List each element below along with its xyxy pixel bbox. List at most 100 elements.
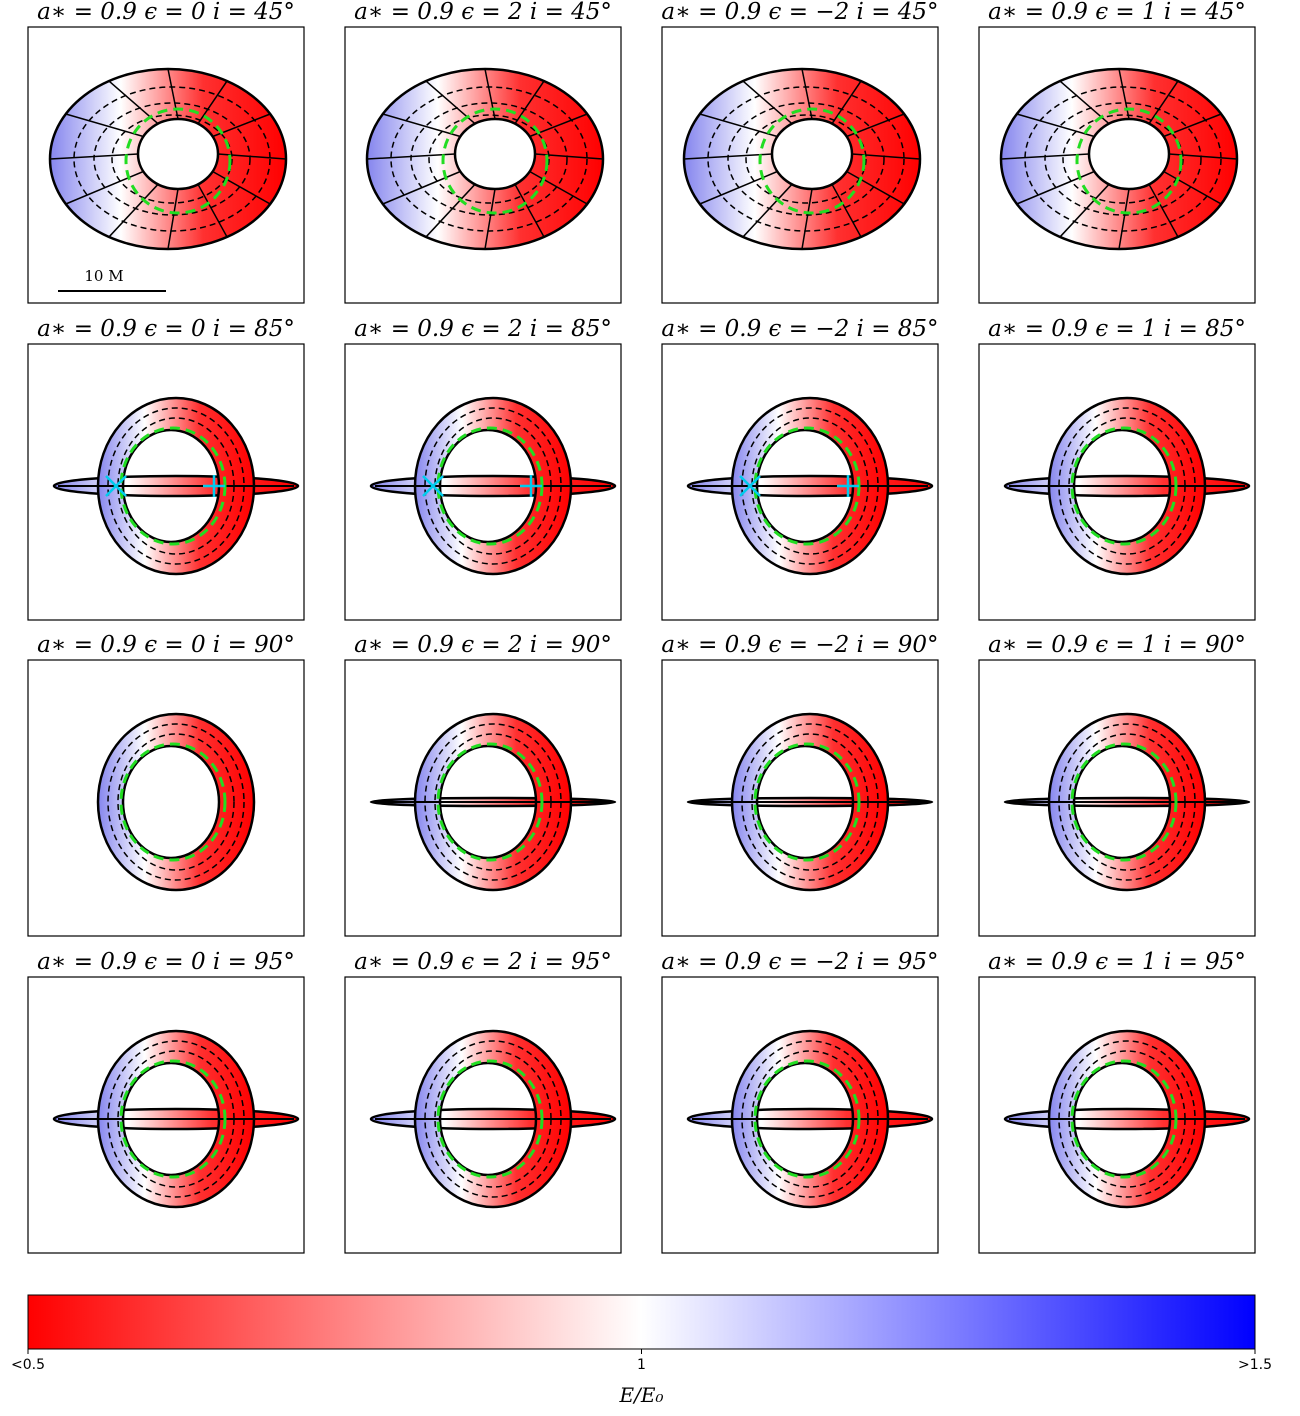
- radial-line: [382, 113, 461, 138]
- panel-title: a∗ = 0.9 ϵ = −2 i = 95°: [661, 949, 938, 975]
- radial-line: [1016, 170, 1095, 205]
- cross-marker: [739, 475, 761, 497]
- panel: [661, 976, 939, 1254]
- radial-line: [851, 153, 921, 160]
- radial-line: [699, 113, 778, 138]
- plus-marker: [203, 475, 225, 497]
- radial-line: [167, 188, 179, 250]
- dashed-orbit: [410, 102, 568, 216]
- radial-line: [683, 153, 773, 160]
- radial-line: [217, 153, 287, 160]
- radial-line: [65, 113, 144, 138]
- panel-title: a∗ = 0.9 ϵ = −2 i = 45°: [661, 0, 938, 25]
- radial-line: [212, 170, 271, 205]
- panel-title: a∗ = 0.9 ϵ = −2 i = 85°: [661, 316, 938, 342]
- panel-title: a∗ = 0.9 ϵ = 0 i = 95°: [37, 949, 295, 975]
- radial-line: [382, 170, 461, 205]
- radial-line: [1168, 153, 1238, 160]
- radial-line: [534, 153, 604, 160]
- panel: [344, 26, 622, 304]
- radial-line: [366, 153, 456, 160]
- radial-line: [846, 170, 905, 205]
- radial-line: [831, 80, 862, 125]
- radial-line: [1118, 68, 1130, 120]
- colorbar: [27, 1294, 1256, 1350]
- radial-line: [742, 183, 793, 238]
- panel-title: a∗ = 0.9 ϵ = 2 i = 45°: [354, 0, 612, 25]
- panel: [978, 26, 1256, 304]
- panel: [344, 659, 622, 937]
- scale-bar-label: 10 M: [84, 267, 123, 285]
- isco-ring: [436, 1059, 544, 1179]
- colorbar-tick-label: <0.5: [11, 1357, 45, 1373]
- radial-line: [167, 68, 179, 120]
- panel: [27, 659, 305, 937]
- panel: [978, 659, 1256, 937]
- panel-frame: [27, 659, 305, 937]
- panel: [661, 26, 939, 304]
- radial-line: [49, 153, 139, 160]
- dashed-orbit: [111, 114, 233, 204]
- radial-line: [65, 170, 144, 205]
- radial-line: [197, 183, 228, 238]
- panel-title: a∗ = 0.9 ϵ = 1 i = 85°: [988, 316, 1246, 342]
- panel-title: a∗ = 0.9 ϵ = 2 i = 90°: [354, 632, 612, 658]
- radial-line: [1148, 183, 1179, 238]
- panel-title: a∗ = 0.9 ϵ = 1 i = 90°: [988, 632, 1246, 658]
- colorbar-tick-label: >1.5: [1238, 1357, 1272, 1373]
- panel: [661, 659, 939, 937]
- dashed-orbit: [1044, 102, 1202, 216]
- radial-line: [699, 170, 778, 205]
- radial-line: [1000, 153, 1090, 160]
- radial-line: [1059, 183, 1110, 238]
- radial-line: [801, 188, 813, 250]
- panel-title: a∗ = 0.9 ϵ = 2 i = 95°: [354, 949, 612, 975]
- panel-title: a∗ = 0.9 ϵ = 1 i = 95°: [988, 949, 1246, 975]
- disk-image: [96, 712, 256, 892]
- panel: [344, 976, 622, 1254]
- dashed-orbit: [117, 733, 235, 871]
- radial-line: [831, 183, 862, 238]
- plus-marker: [520, 475, 542, 497]
- radial-line: [514, 80, 545, 125]
- plus-marker: [837, 475, 859, 497]
- dashed-orbit: [745, 114, 867, 204]
- dashed-orbit: [1062, 114, 1184, 204]
- panel-title: a∗ = 0.9 ϵ = −2 i = 90°: [661, 632, 938, 658]
- panel-title: a∗ = 0.9 ϵ = 2 i = 85°: [354, 316, 612, 342]
- isco-ring: [1075, 107, 1183, 215]
- isco-ring: [1070, 426, 1178, 546]
- isco-ring: [441, 107, 549, 215]
- isco-ring: [436, 742, 544, 862]
- panel: [978, 976, 1256, 1254]
- dashed-orbit: [107, 723, 245, 881]
- cross-marker: [422, 475, 444, 497]
- isco-ring: [119, 1059, 227, 1179]
- radial-line: [108, 183, 159, 238]
- panel: [661, 343, 939, 621]
- radial-line: [514, 183, 545, 238]
- cross-marker: [105, 475, 127, 497]
- panel: [27, 343, 305, 621]
- panel: [27, 26, 305, 304]
- colorbar-label: E/E₀: [619, 1383, 664, 1407]
- panel: [978, 343, 1256, 621]
- isco-ring: [753, 742, 861, 862]
- radial-line: [197, 80, 228, 125]
- radial-line: [1148, 80, 1179, 125]
- isco-ring: [758, 107, 866, 215]
- isco-ring: [753, 1059, 861, 1179]
- panel-title: a∗ = 0.9 ϵ = 0 i = 90°: [37, 632, 295, 658]
- panel-title: a∗ = 0.9 ϵ = 1 i = 45°: [988, 0, 1246, 25]
- dashed-orbit: [93, 102, 251, 216]
- radial-line: [425, 183, 476, 238]
- panel-title: a∗ = 0.9 ϵ = 0 i = 85°: [37, 316, 295, 342]
- radial-line: [529, 170, 588, 205]
- panel: [27, 976, 305, 1254]
- radial-line: [1163, 170, 1222, 205]
- panel-title: a∗ = 0.9 ϵ = 0 i = 45°: [37, 0, 295, 25]
- isco-ring: [119, 742, 227, 862]
- isco-ring: [1070, 742, 1178, 862]
- radial-line: [1118, 188, 1130, 250]
